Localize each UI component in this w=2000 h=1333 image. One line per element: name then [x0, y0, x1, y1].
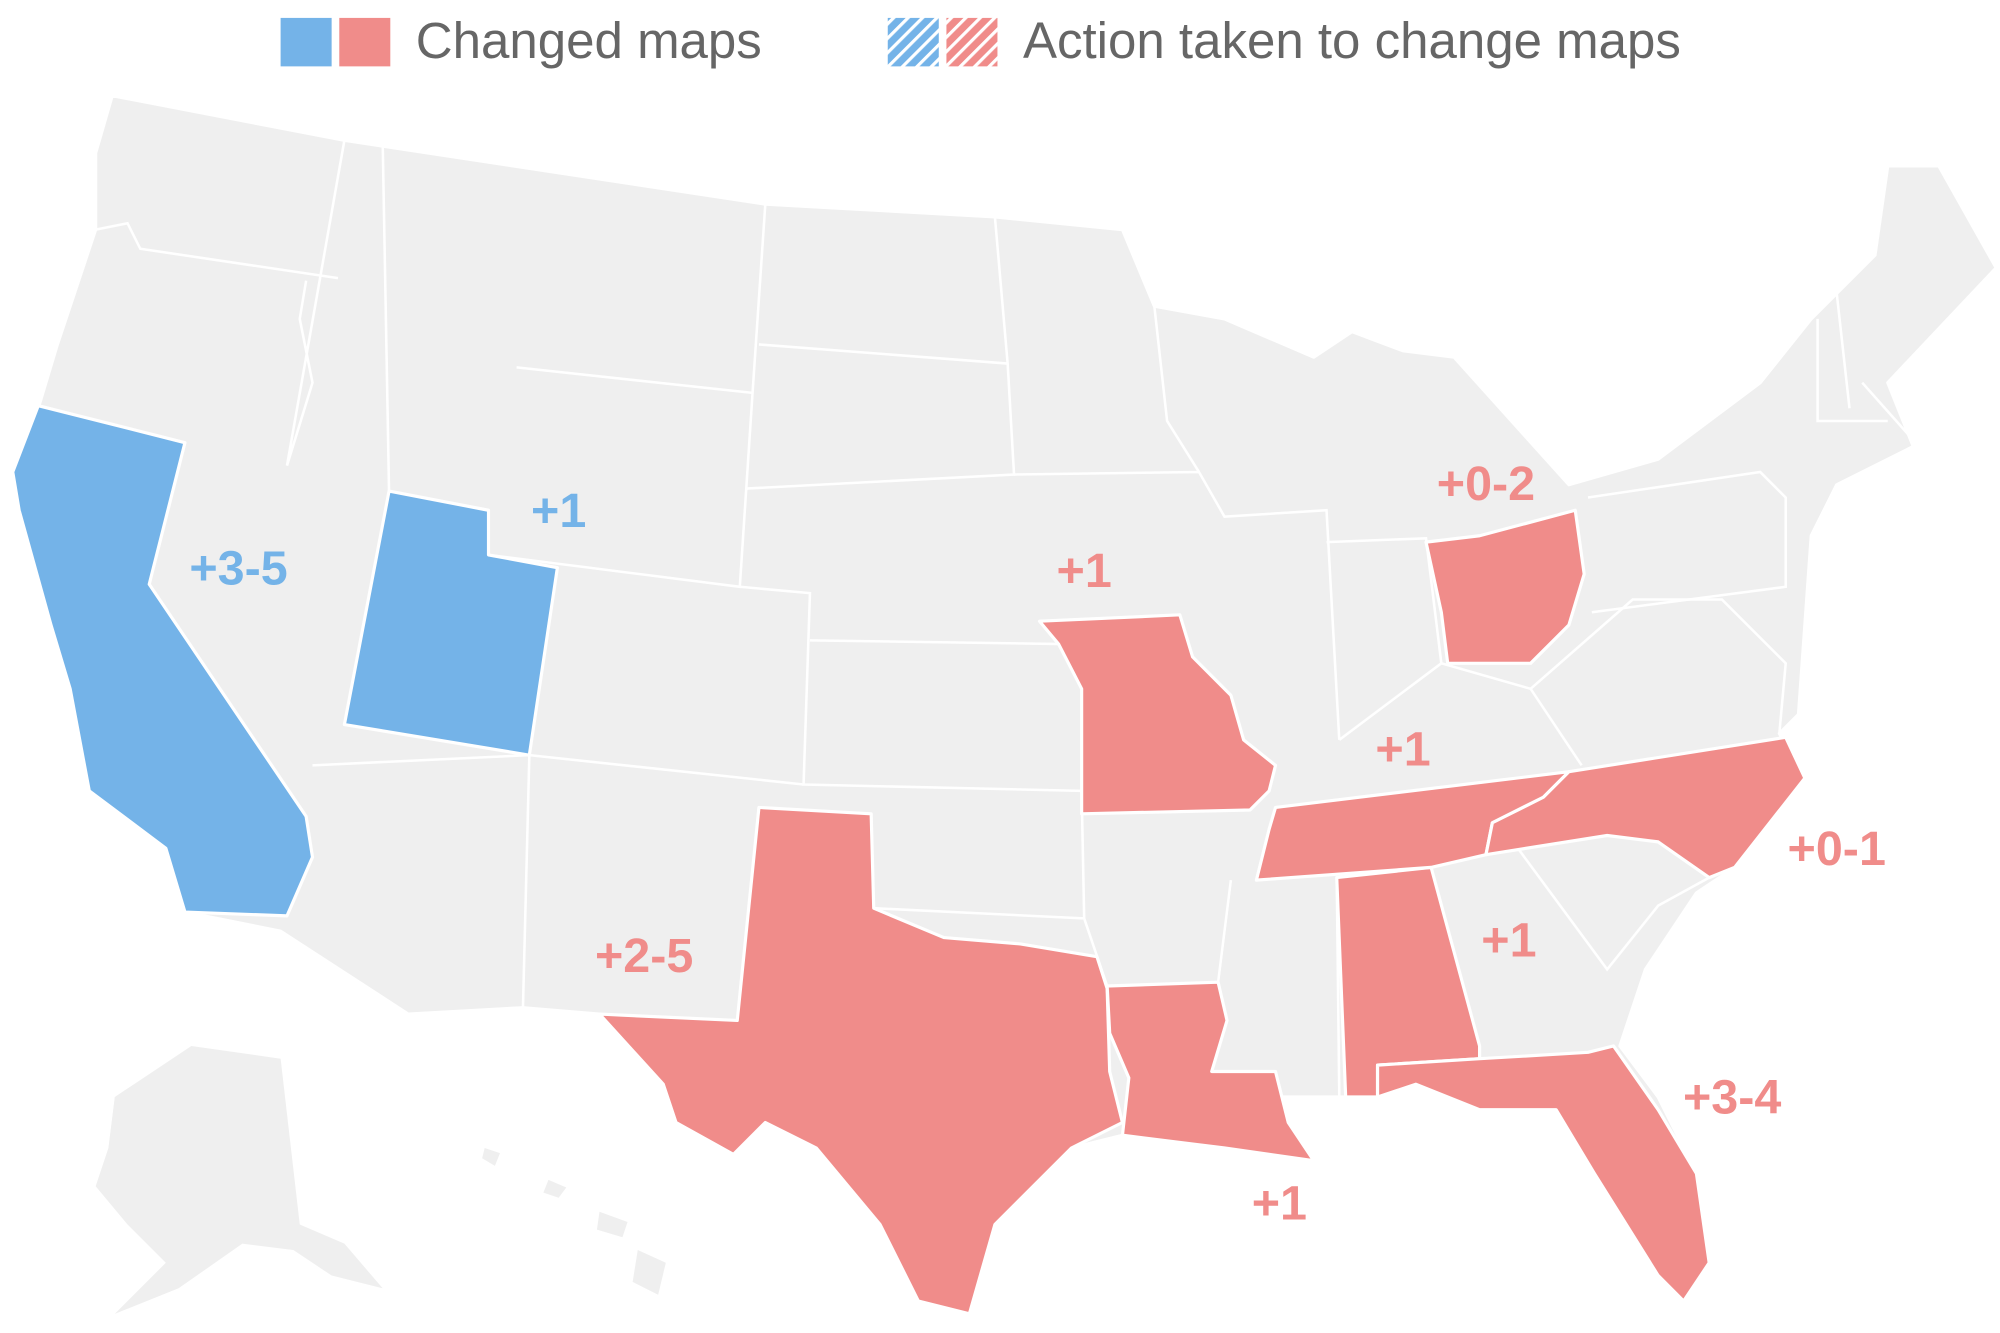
legend-swatch — [946, 17, 998, 67]
california — [11, 404, 315, 918]
seat-label: +2-5 — [595, 929, 693, 983]
texas — [597, 805, 1125, 1316]
legend-swatch — [887, 17, 939, 67]
seat-label: +1 — [1252, 1176, 1307, 1230]
map-labels: +3-5 +1 +0-2 +1 +1 +0-1 +2-5 +1 +3-4 +1 — [189, 457, 1886, 1230]
legend-label: Changed maps — [416, 12, 762, 69]
louisiana — [1105, 980, 1316, 1163]
seat-label: +1 — [1481, 914, 1536, 968]
seat-label: +1 — [1375, 722, 1430, 776]
legend-swatch — [339, 17, 391, 67]
florida — [1375, 1044, 1711, 1303]
ohio — [1424, 508, 1586, 665]
seat-label: +1 — [1057, 544, 1112, 598]
seat-label: +0-2 — [1437, 457, 1535, 511]
legend-swatch — [280, 17, 332, 67]
utah — [342, 489, 559, 757]
seat-label: +3-5 — [189, 541, 287, 595]
changed-states — [11, 404, 1807, 1316]
legend: Changed maps Action taken to change maps — [280, 12, 1681, 69]
seat-label: +0-1 — [1788, 822, 1886, 876]
missouri — [1037, 613, 1278, 816]
north-carolina — [1484, 735, 1807, 880]
hawaii — [482, 1148, 666, 1295]
seat-label: +3-4 — [1683, 1071, 1781, 1125]
seat-label: +1 — [531, 484, 586, 538]
alaska — [95, 1045, 383, 1314]
legend-label: Action taken to change maps — [1023, 12, 1681, 69]
